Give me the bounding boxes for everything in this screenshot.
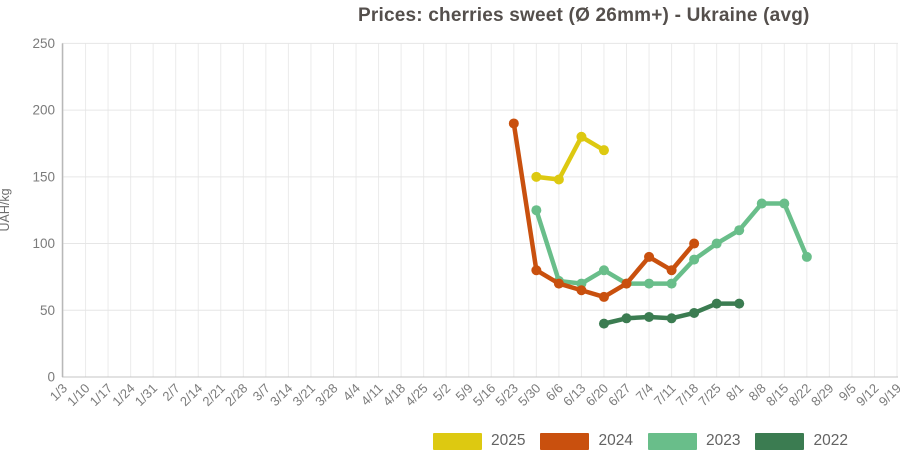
data-point-2023[interactable] — [666, 278, 677, 289]
x-tick-label: 9/12 — [853, 381, 882, 410]
y-tick-label: 250 — [32, 36, 55, 51]
x-tick-label: 6/20 — [583, 381, 612, 410]
data-point-2024[interactable] — [508, 118, 519, 129]
data-point-2022[interactable] — [644, 311, 655, 322]
data-point-2024[interactable] — [644, 251, 655, 262]
data-point-2024[interactable] — [553, 278, 564, 289]
legend-item-2025[interactable]: 2025 — [433, 432, 525, 450]
x-tick-label: 5/16 — [470, 381, 499, 410]
data-point-2025[interactable] — [553, 174, 564, 185]
data-point-2023[interactable] — [531, 205, 542, 216]
x-tick-label: 8/29 — [808, 381, 837, 410]
x-tick-label: 3/21 — [290, 381, 319, 410]
x-tick-label: 8/1 — [723, 381, 746, 404]
x-tick-label: 4/25 — [402, 381, 431, 410]
x-tick-label: 4/11 — [358, 381, 386, 409]
y-tick-label: 100 — [32, 236, 55, 251]
x-tick-label: 7/18 — [673, 381, 702, 410]
legend-label: 2025 — [491, 432, 526, 449]
x-tick-label: 1/24 — [109, 381, 138, 410]
y-tick-label: 50 — [40, 303, 55, 318]
data-point-2024[interactable] — [689, 238, 700, 249]
x-tick-label: 2/14 — [177, 381, 206, 410]
data-point-2023[interactable] — [756, 198, 767, 209]
data-point-2022[interactable] — [598, 318, 609, 329]
data-point-2024[interactable] — [666, 265, 677, 276]
legend-item-2024[interactable]: 2024 — [540, 432, 633, 450]
data-point-2024[interactable] — [531, 265, 542, 276]
legend-swatch-2022 — [755, 432, 805, 450]
x-tick-label: 6/13 — [560, 381, 589, 410]
legend-item-2022[interactable]: 2022 — [755, 432, 848, 450]
x-tick-label: 9/19 — [876, 381, 900, 410]
chart-legend: 2025 2024 2023 2022 — [433, 432, 848, 450]
chart-title: Prices: cherries sweet (Ø 26mm+) - Ukrai… — [358, 5, 810, 26]
data-point-2023[interactable] — [644, 278, 655, 289]
x-tick-label: 7/11 — [651, 381, 679, 409]
x-tick-label: 3/28 — [312, 381, 341, 410]
x-tick-label: 6/27 — [605, 381, 634, 410]
data-point-2022[interactable] — [621, 313, 632, 324]
data-point-2025[interactable] — [598, 145, 609, 156]
x-tick-label: 5/30 — [515, 381, 544, 410]
y-tick-label: 150 — [32, 169, 55, 184]
legend-swatch-2025 — [433, 432, 482, 450]
data-point-2023[interactable] — [598, 265, 609, 276]
data-point-2024[interactable] — [598, 291, 609, 302]
x-tick-label: 1/10 — [64, 381, 93, 410]
legend-item-2023[interactable]: 2023 — [647, 432, 741, 450]
x-tick-label: 1/31 — [132, 381, 161, 410]
data-point-2022[interactable] — [734, 298, 745, 309]
x-tick-label: 5/2 — [430, 381, 453, 404]
legend-label: 2022 — [813, 432, 848, 449]
data-point-2024[interactable] — [576, 285, 587, 296]
x-tick-label: 3/14 — [267, 381, 296, 410]
data-point-2023[interactable] — [734, 225, 745, 236]
legend-label: 2023 — [705, 432, 741, 449]
x-tick-label: 2/21 — [199, 381, 228, 410]
x-tick-label: 8/22 — [785, 381, 814, 410]
y-tick-label: 200 — [32, 103, 55, 118]
data-point-2022[interactable] — [711, 298, 722, 309]
data-point-2025[interactable] — [576, 131, 587, 142]
x-tick-label: 5/23 — [492, 381, 521, 410]
legend-label: 2024 — [598, 432, 633, 449]
x-tick-label: 4/18 — [380, 381, 409, 410]
x-tick-label: 7/25 — [695, 381, 724, 410]
data-point-2023[interactable] — [689, 254, 700, 265]
legend-swatch-2024 — [540, 432, 590, 450]
data-point-2023[interactable] — [711, 238, 722, 249]
series-line-2025 — [534, 134, 607, 182]
data-point-2025[interactable] — [531, 171, 542, 182]
legend-swatch-2023 — [647, 432, 697, 450]
y-tick-label: 0 — [47, 370, 55, 385]
x-tick-label: 1/17 — [87, 381, 116, 410]
x-tick-label: 8/15 — [763, 381, 792, 410]
data-point-2022[interactable] — [666, 313, 677, 324]
data-point-2023[interactable] — [801, 251, 812, 262]
x-tick-label: 2/28 — [222, 381, 251, 410]
data-point-2023[interactable] — [779, 198, 790, 209]
data-point-2022[interactable] — [689, 307, 700, 318]
data-point-2024[interactable] — [621, 278, 632, 289]
